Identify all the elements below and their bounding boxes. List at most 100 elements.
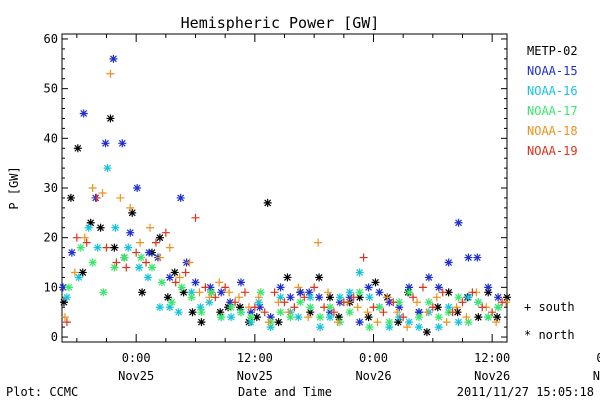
data-point [385, 323, 394, 332]
data-point [315, 273, 324, 282]
data-point [240, 288, 249, 297]
x-tick-day-label: Nov25 [118, 369, 154, 383]
data-point [444, 258, 453, 267]
data-point [264, 318, 273, 327]
data-point [306, 303, 315, 312]
data-point [62, 318, 71, 327]
data-point [59, 298, 68, 307]
data-point [438, 288, 447, 297]
data-point [422, 328, 431, 337]
data-point [405, 318, 414, 327]
data-point [256, 288, 265, 297]
data-point [76, 243, 85, 252]
data-point [433, 303, 442, 312]
data-point [345, 288, 354, 297]
data-point [170, 268, 179, 277]
data-point [191, 213, 200, 222]
data-point [187, 293, 196, 302]
data-point [132, 248, 141, 257]
data-point [359, 253, 368, 262]
data-point [442, 318, 451, 327]
data-point [424, 298, 433, 307]
data-point [432, 293, 441, 302]
data-point [394, 318, 403, 327]
data-point [294, 283, 303, 292]
data-point [235, 293, 244, 302]
data-point [106, 69, 115, 78]
data-point [283, 273, 292, 282]
data-point [191, 278, 200, 287]
data-point [167, 298, 176, 307]
data-point [227, 303, 236, 312]
data-point [86, 218, 95, 227]
data-point [375, 303, 384, 312]
data-point [74, 273, 83, 282]
data-point [58, 283, 67, 292]
y-tick-label: 10 [44, 280, 58, 294]
data-point [112, 258, 121, 267]
data-point [464, 253, 473, 262]
data-point [296, 298, 305, 307]
data-point [135, 263, 144, 272]
x-axis-ticks: 0:00 Nov25 12:00 Nov25 0:00 Nov26 12:00 Nov26 0:… [76, 34, 600, 383]
data-point [217, 313, 226, 322]
data-point [306, 308, 315, 317]
data-point [355, 288, 364, 297]
data-point [231, 298, 240, 307]
data-point [454, 318, 463, 327]
data-point [110, 263, 119, 272]
data-point [88, 184, 97, 192]
data-point [473, 253, 482, 262]
data-point [126, 228, 135, 237]
data-point [444, 303, 453, 312]
y-axis-label: P [GW] [7, 166, 21, 209]
data-point [448, 308, 457, 317]
marker-legend-north: * north [524, 328, 575, 342]
data-point [395, 298, 404, 307]
data-point [177, 283, 186, 292]
data-point [373, 318, 382, 327]
legend-entry-noaa-16: NOAA-16 [527, 84, 578, 98]
data-point [413, 298, 422, 307]
marker-legend-south: + south [524, 300, 575, 314]
y-axis-ticks: 0 10 20 30 40 50 60 [44, 32, 507, 344]
data-point [236, 308, 245, 317]
footer-timestamp: 2011/11/27 15:05:18 [457, 385, 594, 399]
data-point [364, 313, 373, 322]
data-point [284, 308, 293, 317]
data-point [246, 313, 255, 322]
x-tick-time-label: 12:00 [474, 351, 510, 365]
data-point [444, 288, 453, 297]
data-point [188, 308, 197, 317]
data-point [418, 283, 427, 292]
data-point [498, 298, 507, 307]
data-point [165, 243, 174, 252]
data-point [365, 323, 374, 332]
data-point [364, 283, 373, 292]
data-point [363, 308, 372, 317]
data-point [494, 293, 503, 302]
legend-entry-noaa-18: NOAA-18 [527, 124, 578, 138]
footer-plot-credit: Plot: CCMC [6, 385, 78, 399]
data-point [252, 313, 261, 322]
x-tick-day-label: Nov26 [474, 369, 510, 383]
data-point [305, 288, 314, 297]
data-point [92, 193, 101, 202]
data-point [355, 293, 364, 302]
data-point [128, 208, 137, 217]
y-tick-label: 0 [51, 330, 58, 344]
data-point [246, 318, 255, 327]
data-point [464, 293, 473, 302]
data-point [369, 303, 378, 312]
data-point [385, 318, 394, 327]
data-point [215, 278, 224, 287]
legend-entry-metp-02: METP-02 [527, 44, 578, 58]
data-point [434, 313, 443, 322]
data-point [207, 288, 216, 297]
data-point [157, 278, 166, 287]
data-point [176, 193, 185, 202]
data-point [146, 223, 155, 232]
data-point [280, 298, 289, 307]
data-point [266, 323, 275, 332]
